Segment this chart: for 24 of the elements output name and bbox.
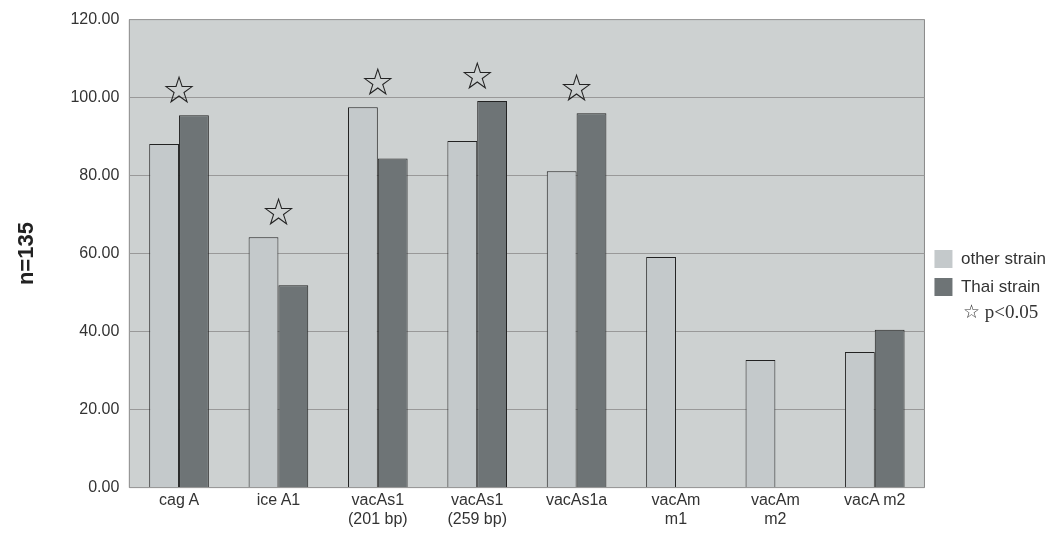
x-tick-label: ice A1 [256,490,301,508]
y-tick-label: 40.00 [79,322,120,340]
x-tick-label: vacAs1 (259 bp) [447,490,507,527]
x-tick-label: vacAs1a [545,490,608,508]
y-axis-title: n=135 [13,222,39,286]
legend-label: Thai strain [960,276,1041,296]
y-tick-label: 120.00 [70,10,120,28]
annotation: ☆ [559,66,594,111]
x-tick-label: vacAm m2 [750,490,800,527]
y-tick-label: 60.00 [79,244,120,262]
legend-label: other strain [960,248,1047,268]
x-tick-label: vacA m2 [844,490,906,508]
annotation: ☆ [460,53,495,98]
y-tick-label: 20.00 [79,400,120,418]
y-tick-label: 100.00 [70,88,120,106]
y-tick-label: 0.00 [88,478,120,496]
annotation: ☆ [360,60,395,105]
text: ☆ p<0.05 [963,300,1039,323]
x-tick-label: cag A [159,490,200,508]
x-tick-label: vacAs1 (201 bp) [348,490,408,527]
x-tick-label: vacAm m1 [651,490,701,527]
annotation: ☆ [161,68,197,113]
annotation: ☆ [261,190,296,235]
y-tick-label: 80.00 [79,166,120,184]
